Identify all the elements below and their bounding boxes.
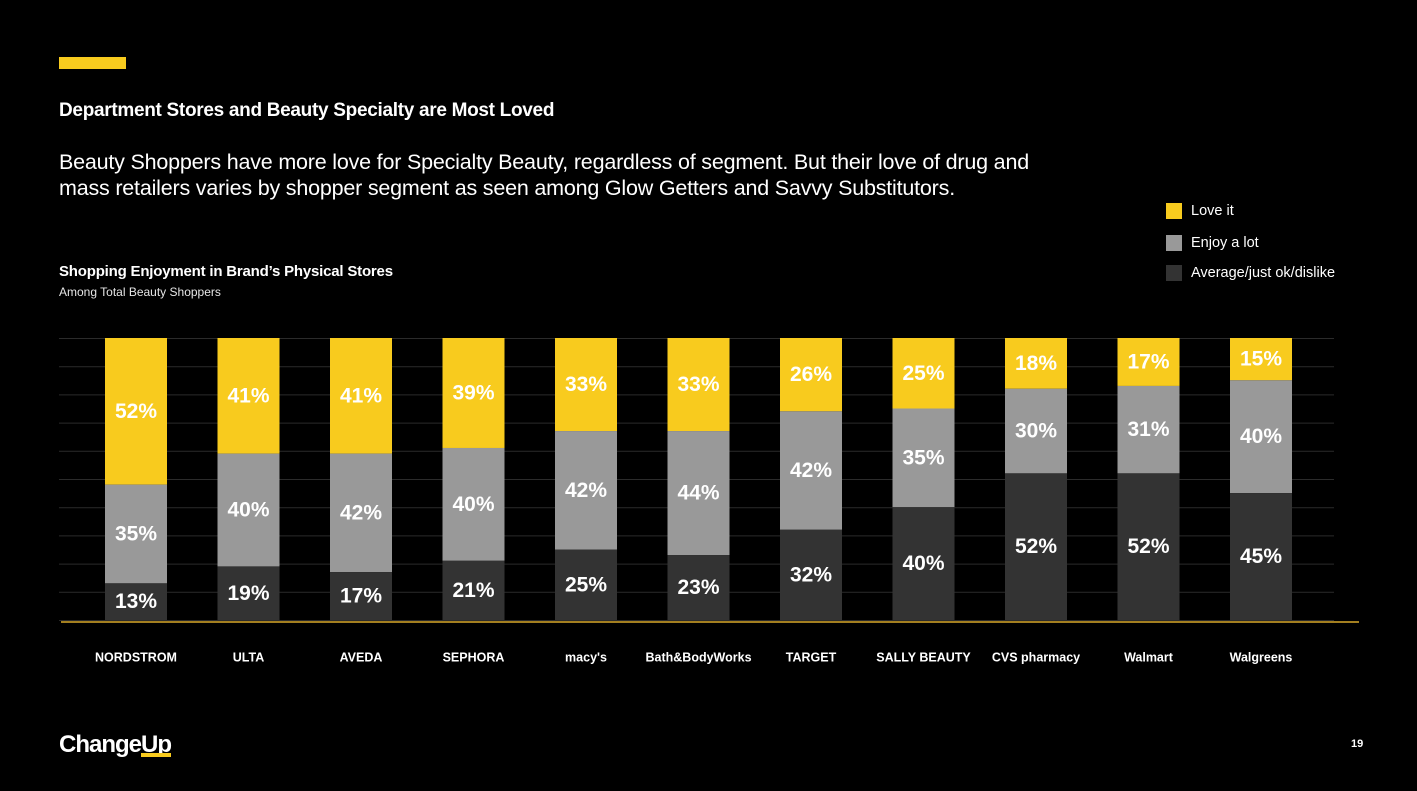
data-label: 35% (115, 523, 157, 546)
legend-swatch-love (1166, 203, 1182, 219)
data-label: 40% (452, 493, 494, 516)
bar-segment (780, 338, 842, 412)
bar-segment (1230, 338, 1292, 381)
accent-bar (59, 57, 126, 69)
category-label: AVEDA (340, 650, 383, 664)
bar-segment (555, 431, 617, 550)
bar-segment (442, 338, 505, 448)
data-label: 25% (565, 573, 607, 596)
data-label: 21% (452, 579, 494, 602)
data-label: 45% (1240, 545, 1282, 568)
changeup-logo: ChangeUp (59, 731, 172, 759)
logo-text-up: Up (141, 731, 172, 758)
bar-segment (217, 566, 280, 620)
bar-segment (442, 447, 505, 561)
category-label: Walmart (1124, 650, 1174, 664)
data-label: 41% (227, 384, 269, 407)
bar-segment (1005, 473, 1067, 620)
data-label: 52% (115, 400, 157, 423)
bar-segment (442, 560, 505, 620)
slide-title: Department Stores and Beauty Specialty a… (59, 100, 555, 121)
category-label: TARGET (786, 650, 837, 664)
category-label: CVS pharmacy (992, 650, 1080, 664)
data-label: 19% (227, 582, 269, 605)
data-label: 52% (1015, 535, 1057, 558)
data-label: 42% (790, 459, 832, 482)
data-label: 23% (677, 576, 719, 599)
bar-segment (1230, 493, 1292, 620)
bar-segment (555, 338, 617, 432)
bar-segment (892, 408, 955, 508)
data-label: 33% (677, 373, 719, 396)
bar-segment (892, 338, 955, 409)
data-label: 52% (1127, 535, 1169, 558)
bar-segment (217, 453, 280, 567)
chart-title: Shopping Enjoyment in Brand’s Physical S… (59, 263, 393, 280)
data-label: 18% (1015, 352, 1057, 375)
data-label: 40% (902, 552, 944, 575)
data-label: 13% (115, 590, 157, 613)
bar-segment (667, 338, 730, 432)
bar-segment (1117, 338, 1180, 386)
legend-label-love: Love it (1191, 203, 1234, 219)
bar-segment (1005, 338, 1067, 389)
bar-segment (780, 411, 842, 530)
chart-subtitle: Among Total Beauty Shoppers (59, 285, 221, 299)
category-label: Walgreens (1230, 650, 1293, 664)
data-label: 41% (340, 384, 382, 407)
data-label: 40% (1240, 425, 1282, 448)
bar-segment (892, 507, 955, 620)
data-label: 32% (790, 563, 832, 586)
data-label: 30% (1015, 420, 1057, 443)
data-label: 39% (452, 382, 494, 405)
bar-segment (1005, 388, 1067, 474)
bar-segment (330, 453, 392, 573)
bar-segment (667, 555, 730, 620)
data-label: 33% (565, 373, 607, 396)
bar-segment (105, 583, 167, 620)
bar-segment (330, 338, 392, 454)
data-label: 25% (902, 362, 944, 385)
bar-segment (667, 431, 730, 556)
category-label: SALLY BEAUTY (876, 650, 971, 664)
bar-segment (1117, 385, 1180, 474)
slide-subtitle: Beauty Shoppers have more love for Speci… (59, 150, 1029, 200)
data-label: 35% (902, 446, 944, 469)
bar-segment (217, 338, 280, 454)
category-label: ULTA (233, 650, 264, 664)
category-label: macy's (565, 650, 607, 664)
data-label: 17% (1127, 351, 1169, 374)
legend-swatch-enjoy (1166, 235, 1182, 251)
data-label: 17% (340, 585, 382, 608)
data-label: 31% (1127, 418, 1169, 441)
category-label: SEPHORA (443, 650, 505, 664)
bar-segment (105, 338, 167, 485)
bar-segment (105, 484, 167, 584)
logo-text-change: Change (59, 731, 142, 758)
bar-segment (1117, 473, 1180, 620)
bar-segment (780, 529, 842, 620)
bar-segment (330, 572, 392, 620)
page-number: 19 (1351, 738, 1364, 750)
data-label: 44% (677, 482, 719, 505)
bar-segment (555, 549, 617, 620)
data-label: 42% (340, 501, 382, 524)
category-label: NORDSTROM (95, 650, 177, 664)
data-label: 40% (227, 499, 269, 522)
legend-label-enjoy: Enjoy a lot (1191, 235, 1259, 251)
data-label: 26% (790, 363, 832, 386)
data-label: 15% (1240, 348, 1282, 371)
category-label: Bath&BodyWorks (645, 650, 751, 664)
legend-label-average: Average/just ok/dislike (1191, 265, 1336, 281)
data-label: 42% (565, 479, 607, 502)
legend-swatch-average (1166, 265, 1182, 281)
bar-segment (1230, 380, 1292, 494)
